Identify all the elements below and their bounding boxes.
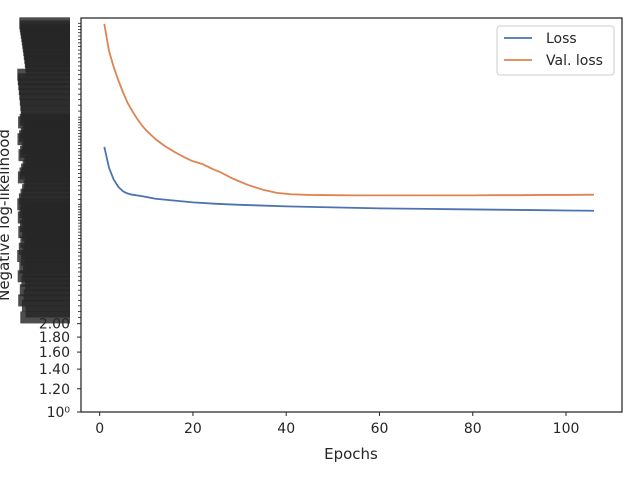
y-tick-label: 1.40: [39, 362, 70, 378]
x-tick-label: 60: [371, 421, 389, 437]
legend: Loss Val. loss: [496, 25, 615, 76]
x-tick-label: 80: [464, 421, 482, 437]
lines-layer: [103, 23, 595, 212]
x-tick-label: 20: [184, 421, 202, 437]
y-tick-label: 10⁰: [47, 405, 71, 421]
series-line-val-loss: [103, 23, 595, 197]
series-line-loss: [103, 146, 595, 212]
x-tick-label: 40: [277, 421, 295, 437]
y-tick-label-overlap: [19, 17, 70, 30]
x-tick-label: 100: [553, 421, 580, 437]
y-tick-label: 1.20: [39, 382, 70, 398]
x-tick-label: 0: [95, 421, 104, 437]
plot-frame: [80, 17, 623, 413]
legend-label-loss: Loss: [546, 31, 577, 47]
legend-label-val-loss: Val. loss: [546, 53, 603, 69]
x-axis-title: Epochs: [324, 445, 378, 463]
y-tick-label: 1.60: [39, 345, 70, 361]
y-axis-title: Negative log-likelihood: [0, 129, 13, 301]
y-tick-label: 1.80: [39, 330, 70, 346]
